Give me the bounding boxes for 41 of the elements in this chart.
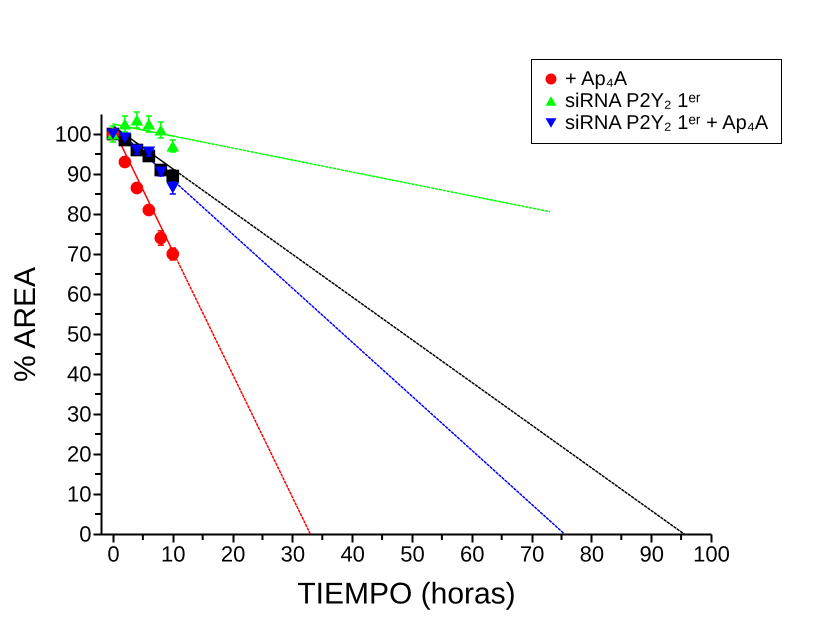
legend-label: siRNA P2Y₂ 1ᵉʳ + Ap₄A: [565, 112, 769, 134]
y-tick-label: 80: [67, 202, 92, 226]
point: [166, 248, 180, 260]
y-axis-title: % AREA: [8, 266, 42, 382]
y-tick-label: 40: [67, 362, 92, 386]
x-tick-label: 100: [693, 542, 730, 566]
x-axis-title: TIEMPO (horas): [297, 578, 516, 610]
y-tick-label: 100: [54, 122, 92, 146]
point: [118, 118, 132, 130]
legend-label: siRNA P2Y₂ 1ᵉʳ: [565, 90, 701, 112]
x-tick-label: 40: [340, 542, 365, 566]
point: [154, 124, 168, 136]
y-tick-label: 60: [67, 282, 92, 306]
point: [142, 204, 156, 216]
legend-label: + Ap₄A: [565, 68, 628, 90]
point: [118, 132, 132, 144]
x-tick-label: 70: [520, 542, 544, 566]
point: [154, 232, 168, 244]
y-tick-label: 0: [79, 522, 92, 546]
y-tick-label: 90: [67, 162, 92, 186]
y-tick-label: 30: [67, 402, 92, 426]
point: [118, 156, 132, 168]
point: [142, 146, 156, 158]
point: [130, 114, 144, 126]
point: [142, 118, 156, 130]
x-tick-label: 0: [107, 542, 120, 566]
y-tick-label: 70: [67, 242, 92, 266]
point: [154, 166, 168, 178]
y-tick-label: 50: [67, 322, 92, 346]
x-tick-label: 90: [639, 542, 664, 566]
y-tick-label: 20: [67, 442, 92, 466]
x-tick-label: 20: [220, 542, 246, 566]
x-tick-label: 30: [280, 542, 306, 566]
point: [166, 170, 180, 182]
point: [130, 182, 144, 194]
x-tick-label: 10: [161, 542, 186, 566]
y-tick-label: 10: [67, 482, 92, 506]
x-tick-label: 60: [460, 542, 485, 566]
x-tick-label: 50: [400, 542, 425, 566]
point: [166, 140, 180, 152]
x-tick-label: 80: [580, 542, 604, 566]
